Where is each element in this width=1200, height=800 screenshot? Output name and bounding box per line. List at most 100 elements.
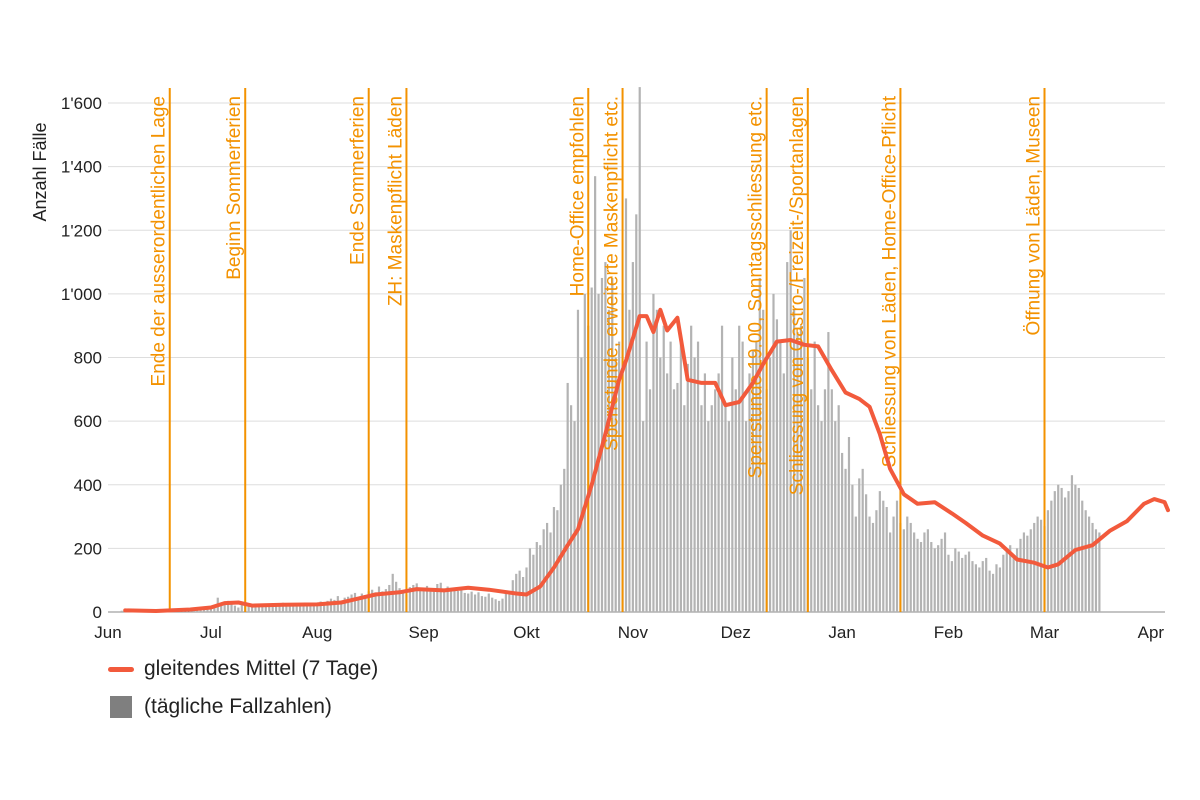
daily-bar [511,580,514,612]
daily-bar [247,603,250,612]
daily-bar [998,567,1002,612]
daily-bar [1009,545,1012,612]
daily-bar [285,604,288,612]
daily-bar [645,341,648,612]
daily-bar [676,382,679,612]
daily-bar [254,605,257,612]
daily-bar [220,604,223,612]
x-tick-label: Jul [200,623,222,642]
daily-bar [343,597,346,612]
daily-bar [1029,529,1032,612]
daily-bar [820,421,823,612]
daily-bar [995,564,998,612]
x-tick-label: Jun [94,623,121,642]
daily-bar [213,607,216,612]
daily-bar [347,596,350,612]
daily-bar [607,309,610,612]
daily-bar [642,421,645,612]
legend-line-swatch [108,666,134,672]
daily-bar [768,357,772,612]
x-tick-label: Dez [721,623,751,642]
daily-bar [456,591,460,612]
daily-bar [734,389,737,612]
daily-bar [264,605,267,612]
daily-bar [950,561,953,612]
daily-bar [748,373,751,612]
daily-bar [292,605,295,612]
daily-bar [340,600,343,612]
daily-bar [738,325,741,612]
daily-bar [669,341,672,612]
y-tick-label: 1'200 [61,221,102,240]
daily-bar [744,421,748,612]
daily-bar [467,593,470,612]
legend-item-moving-average: gleitendes Mittel (7 Tage) [108,650,378,688]
daily-bar [319,601,322,612]
daily-bar [436,584,439,612]
daily-bar [487,593,490,612]
daily-bar [672,389,676,612]
daily-bar [388,584,391,612]
daily-bar [974,564,977,612]
daily-bar [792,309,796,612]
daily-bar [624,198,628,612]
daily-bar [1050,500,1053,612]
daily-bar [655,309,658,612]
x-tick-label: Apr [1138,623,1165,642]
daily-bar [552,507,556,612]
daily-bar [710,405,713,612]
daily-bar [813,341,816,612]
daily-bar [473,594,477,612]
x-axis-tick-labels: Jun Jul Aug Sep Okt Nov Dez Jan Feb Mar Apr [94,623,1164,642]
daily-bar [484,596,487,612]
daily-bar [206,608,209,612]
daily-bar [223,603,226,612]
daily-bar [885,507,888,612]
daily-bar [463,592,466,612]
daily-bar [443,591,446,612]
event-label: Beginn Sommerferien [224,96,245,280]
daily-bar [679,341,682,612]
event-label: Öffnung von Läden, Museen [1024,96,1045,335]
daily-bar [693,357,696,612]
daily-bar [497,600,501,612]
daily-bar [1022,532,1026,612]
moving-average-line [123,307,1170,613]
daily-bar [278,605,281,612]
daily-bar [919,542,923,612]
daily-bar [614,357,617,612]
daily-bar [494,599,497,612]
daily-bar [299,603,302,612]
x-tick-label: Nov [618,623,649,642]
daily-bar [545,522,549,612]
y-tick-label: 400 [74,476,102,495]
daily-bar [350,594,353,612]
daily-bar [271,603,274,612]
daily-bar [590,287,593,612]
daily-bar [659,357,662,612]
daily-bar [758,277,761,612]
daily-bar [1098,532,1101,612]
daily-bar [854,516,857,612]
daily-bar [961,557,964,612]
daily-bar [1015,548,1019,612]
daily-bar [1081,500,1084,612]
daily-bar [309,603,312,612]
daily-bar [878,491,881,612]
daily-bar [1063,497,1067,612]
daily-bar [422,589,425,612]
daily-bar [508,594,511,612]
daily-bar [491,597,494,612]
daily-bar [816,405,820,612]
daily-bar [1060,487,1063,612]
daily-bar [1057,484,1060,612]
daily-bar [408,587,411,612]
daily-bar [913,532,916,612]
event-label: Ende Sommerferien [348,96,369,265]
daily-bar [477,592,480,612]
daily-bar [779,341,782,612]
daily-bar [295,603,298,612]
daily-bar [518,570,521,612]
daily-bar [940,538,943,612]
daily-bar [429,588,432,612]
